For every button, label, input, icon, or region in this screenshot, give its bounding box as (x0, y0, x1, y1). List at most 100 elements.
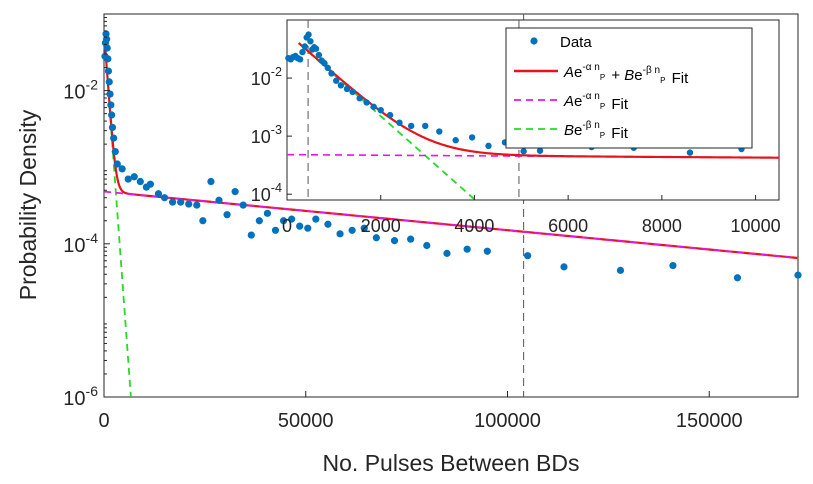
inset-data-point (452, 137, 459, 144)
main-data-point (296, 222, 304, 230)
main-data-point (279, 217, 288, 225)
main-data-point (463, 245, 471, 253)
legend-label: Ae-α nP + Be-β nP Fit (563, 62, 689, 87)
main-data-point (288, 215, 296, 223)
main-data-point (136, 177, 144, 186)
inset-data-point (536, 147, 544, 154)
inset-x-tick-label: 6000 (548, 216, 588, 236)
inset-data-point (296, 56, 304, 63)
main-data-point (560, 263, 568, 271)
main-data-point (177, 198, 185, 206)
legend-marker-data (530, 37, 538, 45)
main-data-point (348, 226, 356, 234)
inset-x-tick-label: 0 (282, 216, 292, 236)
inset-data-point (299, 48, 306, 56)
inset-axes: 0 2000 4000 6000 8000 10000 10-4 10-3 10-2 (251, 65, 781, 236)
inset-data-point (301, 43, 309, 50)
main-data-point (110, 134, 118, 142)
main-data-point (372, 234, 380, 242)
x-axis-label: No. Pulses Between BDs (323, 450, 580, 476)
main-data-point (360, 224, 368, 232)
inset-x-tick-label: 8000 (642, 216, 682, 236)
inset-data-point (315, 51, 323, 59)
main-data-point (304, 224, 312, 232)
main-data-point (185, 200, 193, 208)
inset-x-tick-label: 10000 (731, 216, 781, 236)
main-data-point (215, 196, 223, 204)
y-axis-label: Probability Density (15, 109, 41, 300)
inset-y-tick-label: 10-4 (251, 181, 282, 205)
main-y-tick-label: 10-6 (63, 383, 98, 410)
main-fit-A-line (103, 190, 799, 259)
inset-data-point (312, 45, 320, 52)
main-data-point (105, 78, 113, 86)
inset-data-point (520, 148, 527, 155)
main-data-point (111, 147, 119, 156)
main-data-point (146, 180, 155, 188)
main-fit-B-line (104, 44, 132, 397)
legend-label: Data (560, 34, 592, 51)
main-data-points (101, 30, 802, 282)
inset-data-point (436, 128, 443, 135)
main-data-point (108, 111, 116, 119)
inset-data-point (349, 88, 356, 96)
legend-label: Be-β nP Fit (564, 120, 629, 142)
main-data-point (263, 209, 272, 217)
main-data-point (160, 194, 169, 202)
main-data-point (168, 198, 177, 206)
main-data-point (223, 211, 231, 219)
main-data-point (443, 249, 451, 257)
inset-data-point (422, 122, 429, 130)
inset-data-point (307, 38, 314, 45)
inset-x-tick-label: 2000 (361, 216, 401, 236)
main-data-point (423, 241, 431, 250)
inset-data-point (407, 122, 415, 130)
inset-y-tick-label: 10-2 (251, 65, 282, 89)
main-axes: 0 50000 100000 150000 10-6 10-4 10-2 (63, 17, 743, 432)
inset-data-point (321, 60, 328, 67)
main-data-point (794, 271, 802, 279)
inset-data-point (370, 103, 377, 110)
main-data-point (524, 252, 532, 260)
inset-y-tick-label: 10-3 (251, 123, 282, 147)
main-data-point (104, 55, 112, 63)
main-data-point (124, 175, 132, 183)
inset-data-point (386, 111, 394, 119)
legend-entry: Ae-α nP + Be-β nP Fit (514, 62, 689, 87)
inset-data-point (324, 64, 331, 72)
main-data-point (102, 30, 110, 38)
main-y-tick-label: 10-2 (63, 77, 98, 104)
legend-label: Ae-α nP Fit (563, 91, 629, 113)
main-data-point (199, 217, 207, 225)
legend-entry: Data (530, 34, 592, 51)
inset-data-point (305, 31, 312, 38)
legend-box (505, 27, 753, 149)
main-data-point (336, 230, 344, 238)
inset-data-point (363, 99, 370, 106)
main-data-point (271, 226, 280, 234)
inset-data-point (468, 134, 476, 141)
main-data-point (118, 165, 126, 173)
main-data-point (239, 201, 247, 209)
main-y-tick-label: 10-4 (63, 230, 98, 257)
legend-entry: Ae-α nP Fit (514, 91, 629, 113)
main-data-point (130, 173, 138, 181)
main-data-point (733, 274, 742, 282)
main-data-point (103, 44, 111, 52)
main-data-point (231, 188, 239, 196)
main-x-tick-label: 100000 (474, 410, 541, 432)
main-data-point (106, 90, 114, 98)
inset-data-point (328, 70, 335, 77)
inset-data-point (356, 95, 363, 102)
inset-data-point (333, 77, 340, 84)
inset-data-point (396, 119, 403, 126)
main-data-point (107, 101, 115, 109)
main-data-point (113, 160, 121, 168)
inset-data-point (343, 85, 351, 93)
main-data-point (193, 201, 201, 209)
main-data-point (669, 261, 677, 270)
main-data-point (108, 123, 117, 132)
legend: Data Ae-α nP + Be-β nP Fit Ae-α nP Fit Be-β… (505, 27, 753, 149)
main-data-point (312, 215, 320, 223)
